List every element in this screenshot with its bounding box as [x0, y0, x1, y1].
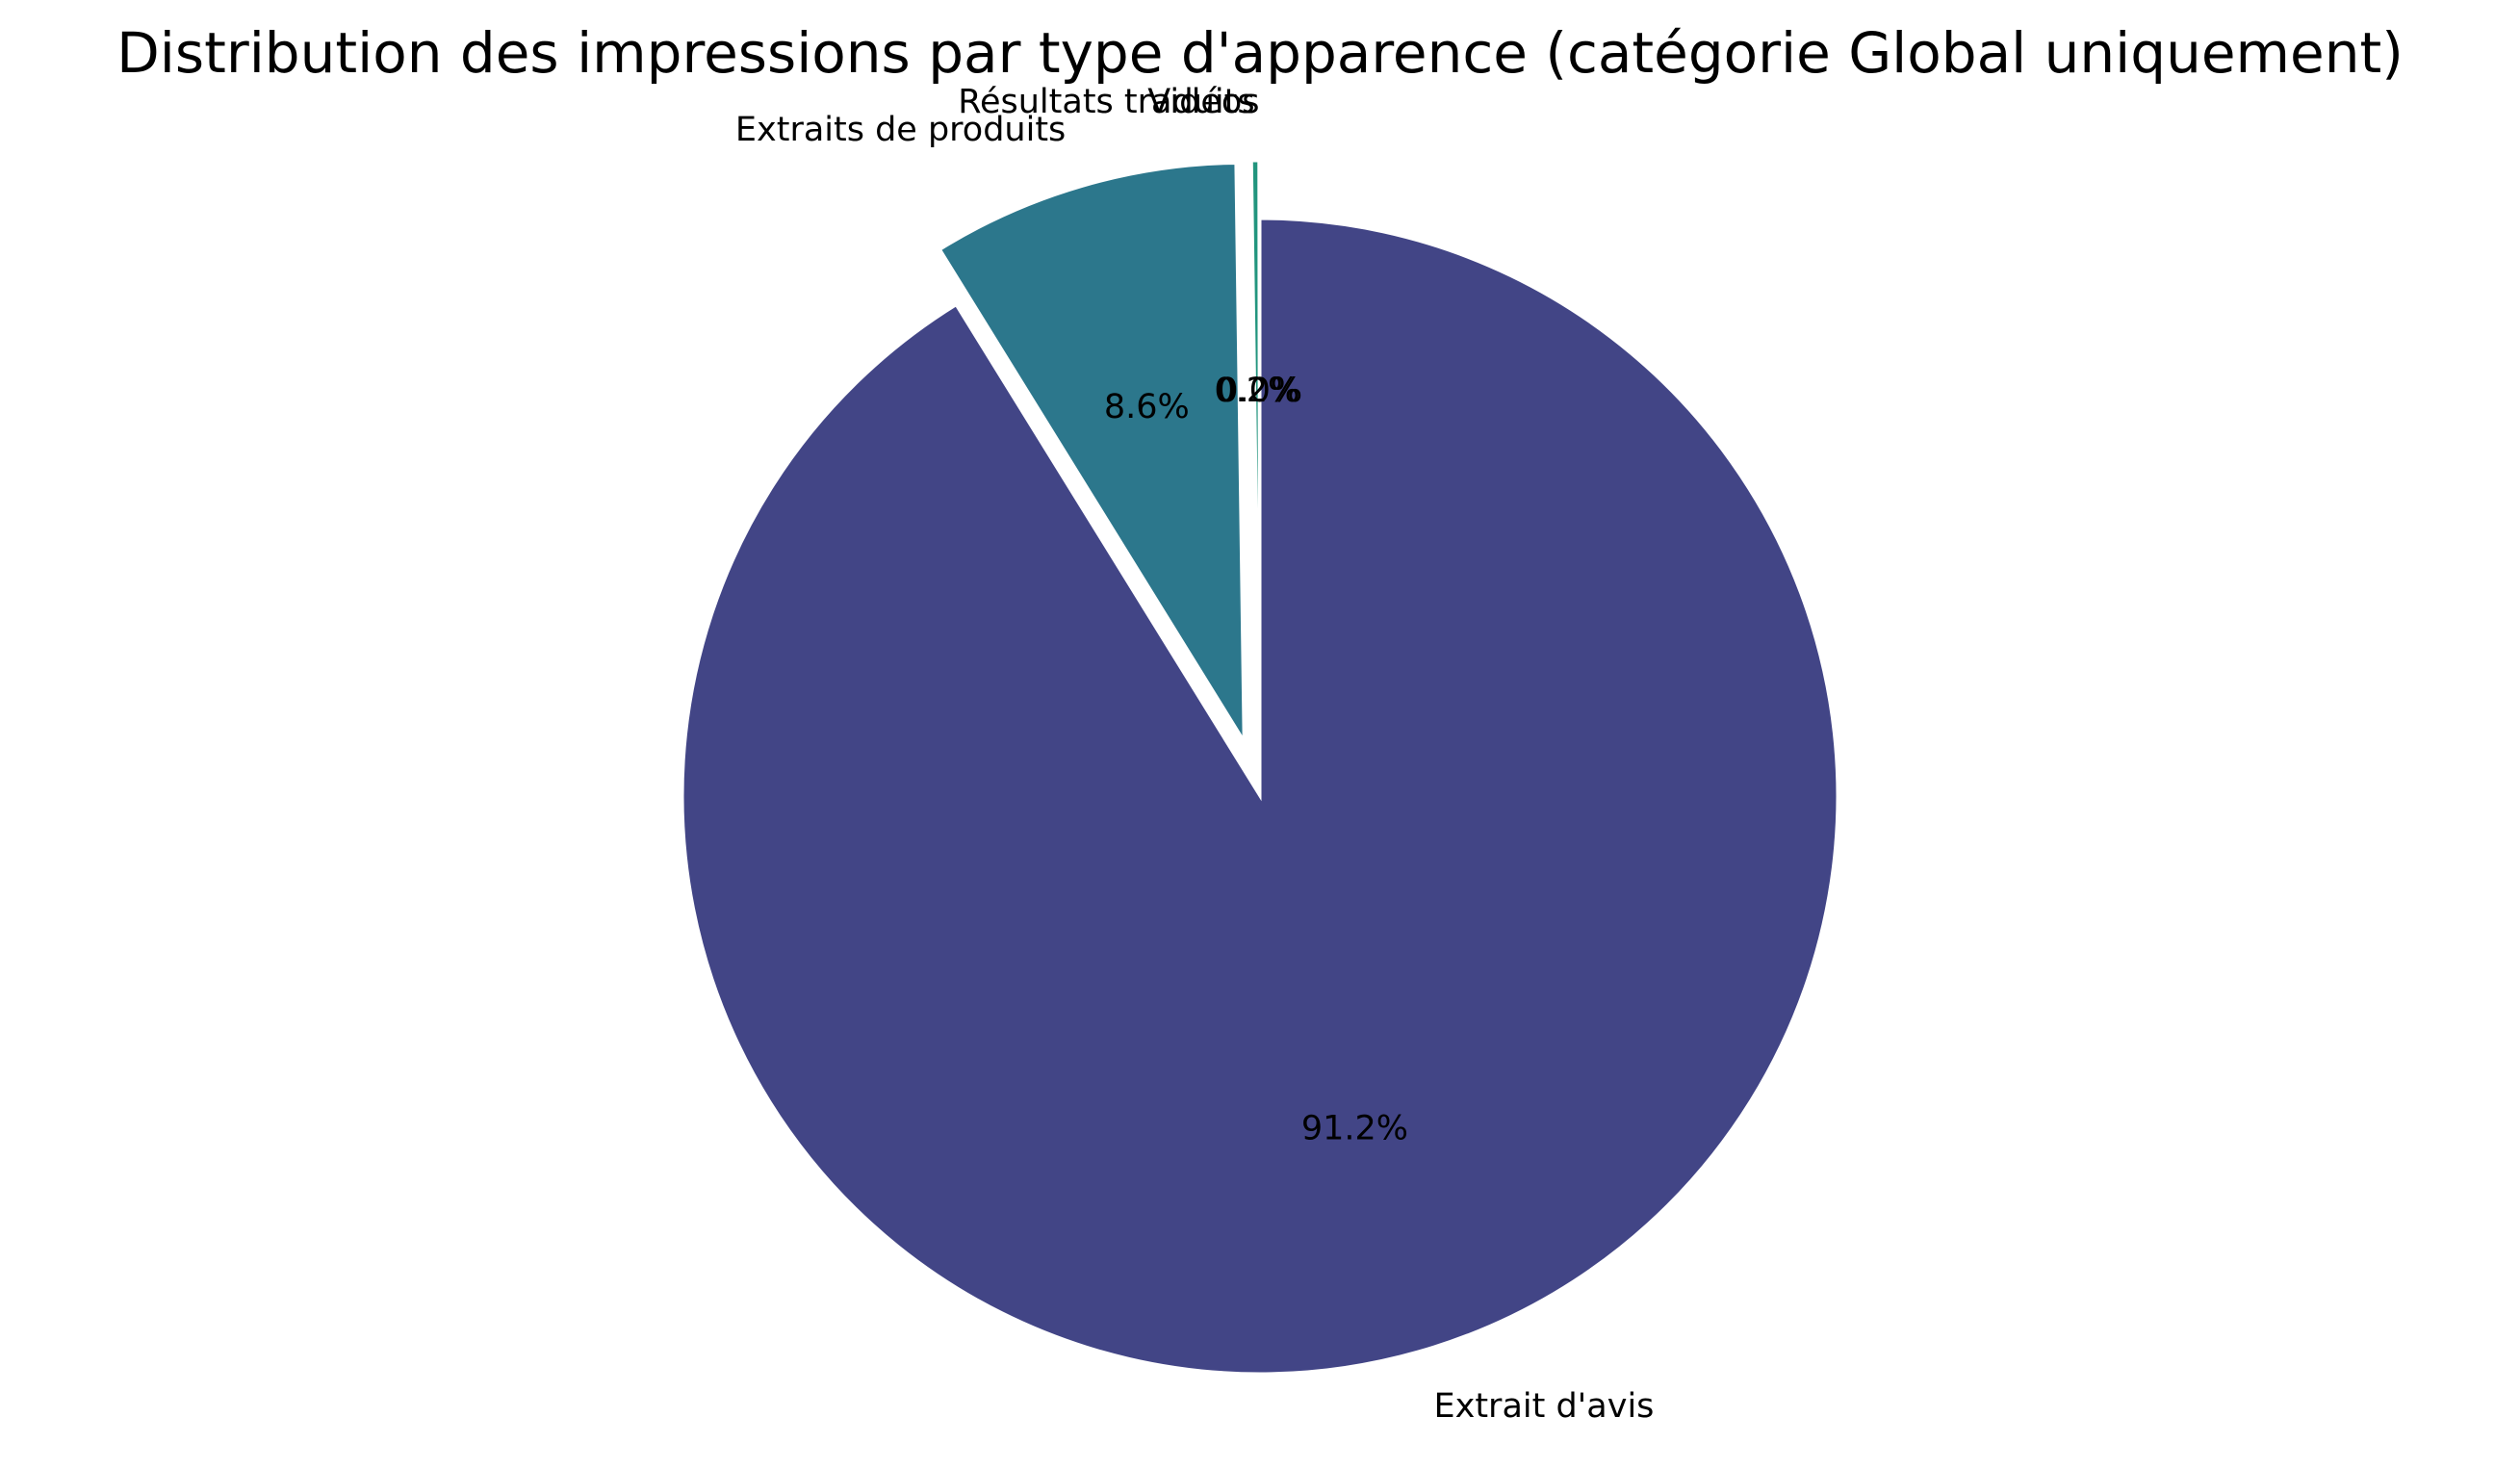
slice-pct-2: 0.2%	[1214, 372, 1299, 410]
slice-label-2: Résultats traduits	[958, 83, 1254, 121]
slice-pct-0: 91.2%	[1301, 1109, 1408, 1147]
pie-slice-1	[938, 161, 1246, 746]
pie-labels: Extrait d'avis 91.2% Extraits de produits 8…	[735, 83, 1655, 1426]
slice-label-3: Vidéos	[1147, 83, 1259, 121]
slice-label-1: Extraits de produits	[735, 111, 1066, 149]
pie-slice-0	[681, 217, 1839, 1376]
pie-slices	[681, 159, 1839, 1376]
slice-label-0: Extrait d'avis	[1434, 1387, 1655, 1426]
slice-pct-1: 8.6%	[1104, 388, 1190, 426]
pie-slice-3	[1257, 159, 1262, 739]
chart-title: Distribution des impressions par type d'…	[116, 20, 2404, 86]
slice-pct-3: 0.0%	[1217, 372, 1302, 410]
